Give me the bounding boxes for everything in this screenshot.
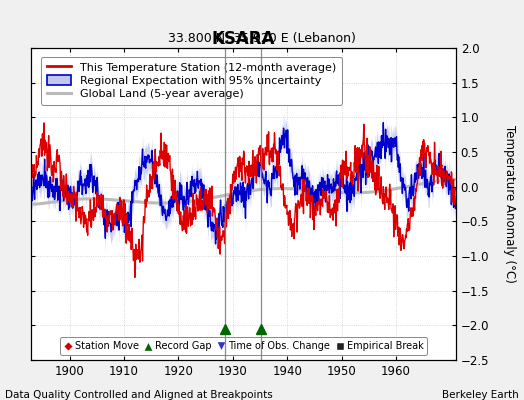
Y-axis label: Temperature Anomaly (°C): Temperature Anomaly (°C) [503, 125, 516, 283]
Text: Berkeley Earth: Berkeley Earth [442, 390, 519, 400]
Title: KSARA: KSARA [212, 30, 275, 48]
Text: 33.800 N, 35.920 E (Lebanon): 33.800 N, 35.920 E (Lebanon) [168, 32, 356, 45]
Legend: Station Move, Record Gap, Time of Obs. Change, Empirical Break: Station Move, Record Gap, Time of Obs. C… [60, 337, 427, 355]
Text: Data Quality Controlled and Aligned at Breakpoints: Data Quality Controlled and Aligned at B… [5, 390, 273, 400]
